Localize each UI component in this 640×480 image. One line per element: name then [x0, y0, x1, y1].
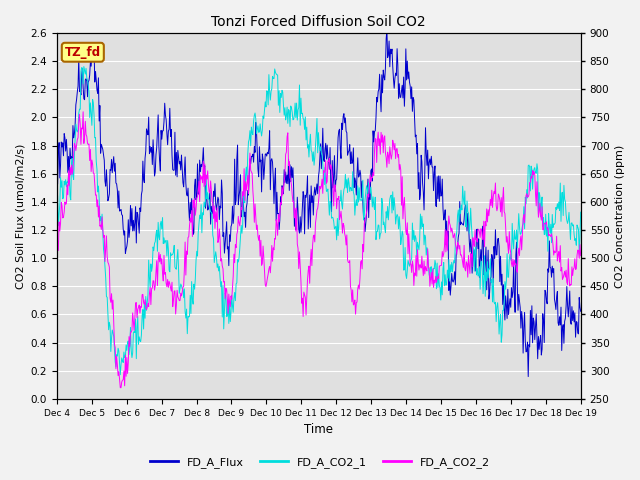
FD_A_CO2_2	[63, 201, 70, 206]
FD_A_CO2_1	[399, 232, 407, 238]
FD_A_CO2_1	[53, 210, 61, 216]
FD_A_Flux	[398, 83, 406, 88]
FD_A_Flux	[53, 170, 61, 176]
FD_A_CO2_2	[577, 253, 584, 259]
FD_A_CO2_2	[399, 216, 407, 222]
FD_A_CO2_2	[116, 385, 124, 391]
Y-axis label: CO2 Concentration (ppm): CO2 Concentration (ppm)	[615, 144, 625, 288]
FD_A_Flux	[63, 136, 70, 142]
Line: FD_A_CO2_1: FD_A_CO2_1	[57, 67, 580, 375]
FD_A_CO2_1	[116, 372, 124, 378]
Y-axis label: CO2 Soil Flux (umol/m2/s): CO2 Soil Flux (umol/m2/s)	[15, 143, 25, 288]
FD_A_CO2_2	[53, 252, 61, 258]
FD_A_CO2_1	[80, 64, 88, 70]
FD_A_CO2_2	[384, 149, 392, 155]
FD_A_Flux	[170, 168, 177, 173]
X-axis label: Time: Time	[304, 423, 333, 436]
FD_A_CO2_1	[63, 184, 70, 190]
FD_A_CO2_2	[199, 180, 207, 186]
Legend: FD_A_Flux, FD_A_CO2_1, FD_A_CO2_2: FD_A_Flux, FD_A_CO2_1, FD_A_CO2_2	[145, 452, 495, 472]
FD_A_CO2_1	[577, 209, 584, 215]
FD_A_CO2_1	[384, 204, 392, 209]
FD_A_CO2_2	[171, 288, 179, 294]
Text: TZ_fd: TZ_fd	[65, 46, 101, 59]
FD_A_CO2_1	[199, 210, 207, 216]
FD_A_CO2_1	[118, 355, 125, 361]
FD_A_Flux	[197, 162, 205, 168]
FD_A_CO2_1	[171, 264, 179, 270]
Line: FD_A_Flux: FD_A_Flux	[57, 30, 580, 377]
Line: FD_A_CO2_2: FD_A_CO2_2	[57, 112, 580, 388]
Title: Tonzi Forced Diffusion Soil CO2: Tonzi Forced Diffusion Soil CO2	[211, 15, 426, 29]
FD_A_Flux	[116, 208, 124, 214]
FD_A_Flux	[524, 374, 532, 380]
FD_A_CO2_2	[79, 109, 87, 115]
FD_A_Flux	[577, 309, 584, 314]
FD_A_Flux	[383, 27, 391, 33]
FD_A_Flux	[382, 36, 390, 42]
FD_A_CO2_2	[118, 379, 125, 385]
